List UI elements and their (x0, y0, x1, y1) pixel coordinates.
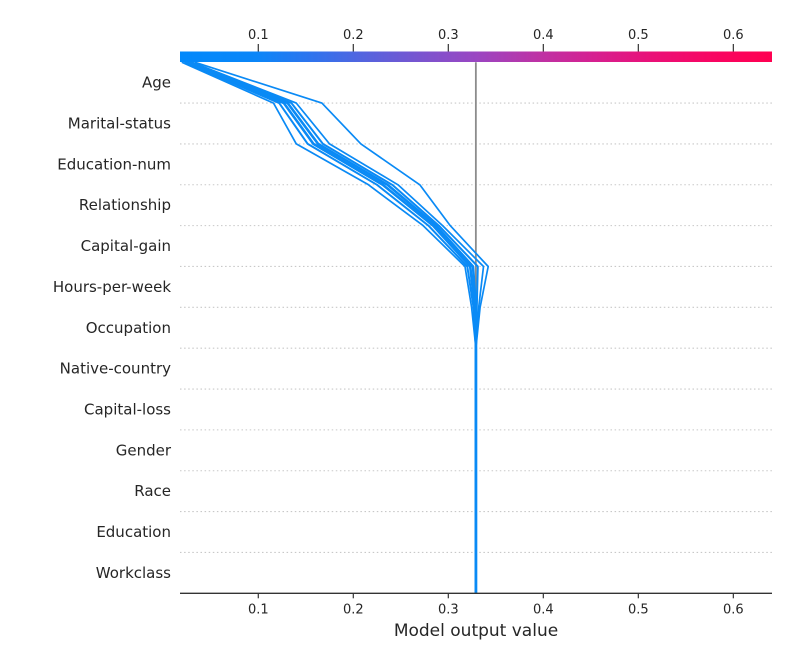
x-axis-title: Model output value (393, 621, 559, 641)
feature-label: Race (134, 482, 171, 500)
x-tick-label: 0.6 (723, 602, 744, 617)
x-tick-label: 0.4 (533, 602, 554, 617)
colorbar-tick-label: 0.4 (533, 28, 554, 43)
x-tick-label: 0.3 (438, 602, 459, 617)
feature-label: Hours-per-week (53, 278, 171, 296)
x-tick-label: 0.2 (343, 602, 364, 617)
feature-labels: Age Marital-status Education-num Relationsh… (53, 74, 172, 582)
decision-path (183, 61, 477, 594)
x-tick-label: 0.1 (248, 602, 269, 617)
top-axis: 0.1 0.2 0.3 0.4 0.5 0.6 (248, 28, 744, 52)
feature-label: Marital-status (68, 114, 171, 132)
decision-path (185, 61, 478, 594)
colorbar-tick-label: 0.1 (248, 28, 269, 43)
feature-label: Education-num (57, 155, 171, 173)
x-axis: 0.1 0.2 0.3 0.4 0.5 0.6 (180, 592, 772, 617)
colorbar-tick-label: 0.3 (438, 28, 459, 43)
colorbar-tick-label: 0.6 (723, 28, 744, 43)
feature-label: Relationship (79, 196, 171, 214)
colorbar-tick-label: 0.5 (628, 28, 649, 43)
decision-path (194, 61, 490, 594)
colorbar (180, 51, 772, 62)
feature-label: Occupation (86, 319, 171, 337)
feature-label: Capital-loss (84, 400, 171, 418)
decision-path (191, 61, 485, 594)
decision-paths (181, 60, 490, 594)
colorbar-tick-label: 0.2 (343, 28, 364, 43)
feature-label: Capital-gain (81, 237, 171, 255)
feature-label: Age (142, 74, 171, 92)
x-tick-label: 0.5 (628, 602, 649, 617)
feature-label: Workclass (96, 564, 171, 582)
feature-label: Gender (116, 441, 172, 459)
decision-path (187, 60, 478, 594)
feature-label: Native-country (60, 360, 171, 378)
decision-path (189, 61, 479, 594)
feature-label: Education (96, 523, 171, 541)
